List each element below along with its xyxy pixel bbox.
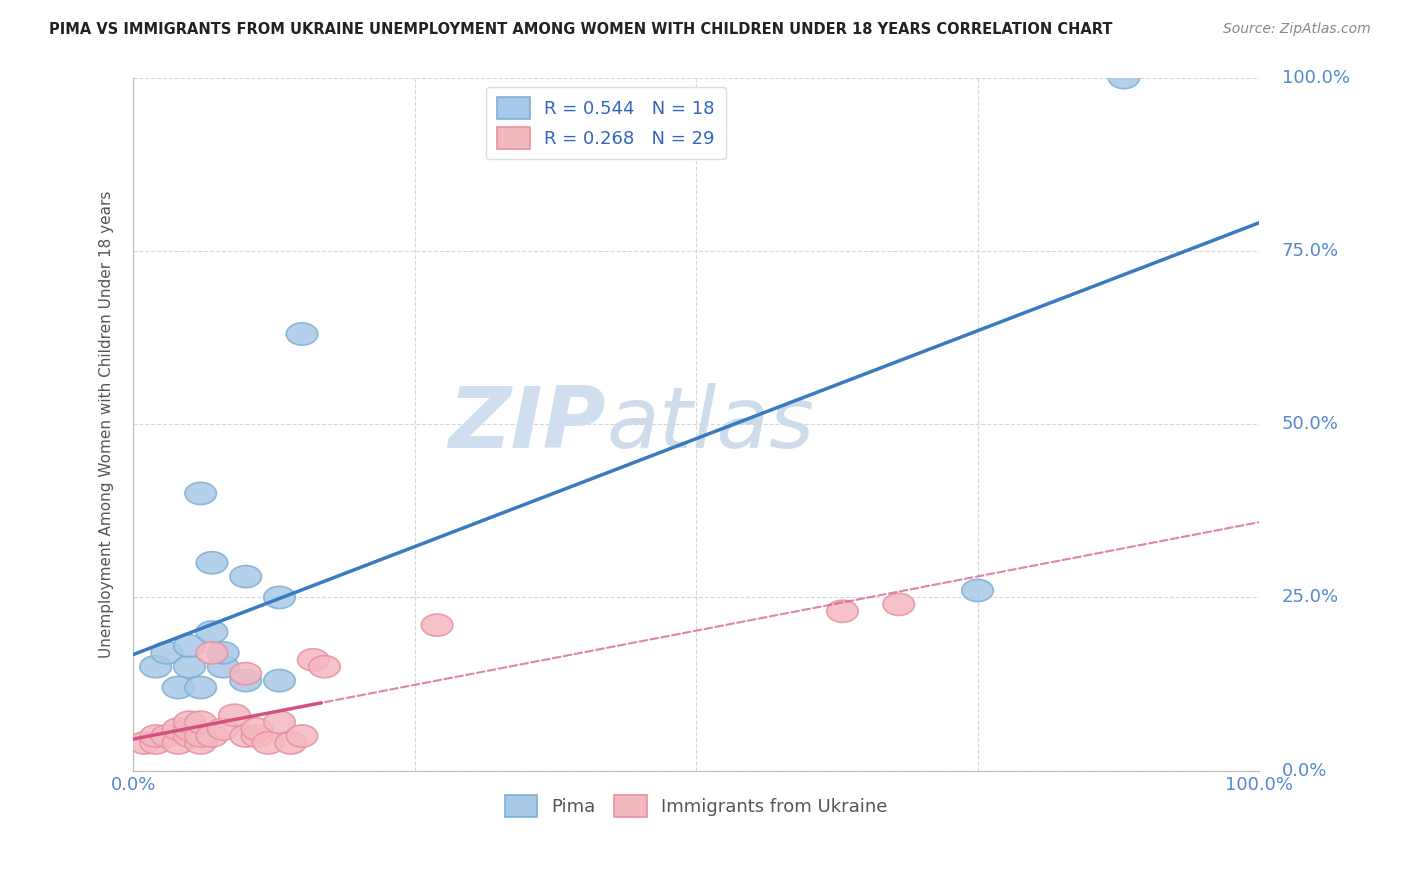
Ellipse shape xyxy=(242,725,273,747)
Ellipse shape xyxy=(264,670,295,691)
Ellipse shape xyxy=(208,641,239,664)
Text: atlas: atlas xyxy=(606,383,814,466)
Ellipse shape xyxy=(150,641,183,664)
Y-axis label: Unemployment Among Women with Children Under 18 years: Unemployment Among Women with Children U… xyxy=(100,190,114,657)
Text: 50.0%: 50.0% xyxy=(1281,415,1339,434)
Ellipse shape xyxy=(186,676,217,698)
Ellipse shape xyxy=(174,711,205,733)
Text: Source: ZipAtlas.com: Source: ZipAtlas.com xyxy=(1223,22,1371,37)
Text: 75.0%: 75.0% xyxy=(1281,242,1339,260)
Ellipse shape xyxy=(186,725,217,747)
Ellipse shape xyxy=(174,635,205,657)
Text: 100.0%: 100.0% xyxy=(1281,69,1350,87)
Ellipse shape xyxy=(197,551,228,574)
Ellipse shape xyxy=(253,731,284,754)
Ellipse shape xyxy=(162,718,194,740)
Ellipse shape xyxy=(231,663,262,685)
Ellipse shape xyxy=(128,731,160,754)
Ellipse shape xyxy=(309,656,340,678)
Ellipse shape xyxy=(242,718,273,740)
Ellipse shape xyxy=(287,725,318,747)
Ellipse shape xyxy=(276,731,307,754)
Legend: Pima, Immigrants from Ukraine: Pima, Immigrants from Ukraine xyxy=(498,788,894,824)
Ellipse shape xyxy=(174,718,205,740)
Ellipse shape xyxy=(186,731,217,754)
Text: 0.0%: 0.0% xyxy=(1281,762,1327,780)
Ellipse shape xyxy=(298,648,329,671)
Ellipse shape xyxy=(186,483,217,505)
Ellipse shape xyxy=(264,586,295,608)
Ellipse shape xyxy=(174,725,205,747)
Ellipse shape xyxy=(197,621,228,643)
Text: 25.0%: 25.0% xyxy=(1281,589,1339,607)
Ellipse shape xyxy=(197,725,228,747)
Ellipse shape xyxy=(174,656,205,678)
Ellipse shape xyxy=(150,725,183,747)
Ellipse shape xyxy=(162,676,194,698)
Ellipse shape xyxy=(139,725,172,747)
Ellipse shape xyxy=(827,600,858,623)
Text: ZIP: ZIP xyxy=(449,383,606,466)
Ellipse shape xyxy=(186,711,217,733)
Ellipse shape xyxy=(139,731,172,754)
Text: PIMA VS IMMIGRANTS FROM UKRAINE UNEMPLOYMENT AMONG WOMEN WITH CHILDREN UNDER 18 : PIMA VS IMMIGRANTS FROM UKRAINE UNEMPLOY… xyxy=(49,22,1112,37)
Ellipse shape xyxy=(422,614,453,636)
Ellipse shape xyxy=(1108,66,1140,88)
Ellipse shape xyxy=(883,593,914,615)
Ellipse shape xyxy=(208,718,239,740)
Ellipse shape xyxy=(139,656,172,678)
Ellipse shape xyxy=(264,711,295,733)
Ellipse shape xyxy=(231,566,262,588)
Ellipse shape xyxy=(962,580,993,601)
Ellipse shape xyxy=(208,656,239,678)
Ellipse shape xyxy=(197,641,228,664)
Ellipse shape xyxy=(231,725,262,747)
Ellipse shape xyxy=(231,670,262,691)
Ellipse shape xyxy=(219,704,250,726)
Ellipse shape xyxy=(287,323,318,345)
Ellipse shape xyxy=(162,731,194,754)
